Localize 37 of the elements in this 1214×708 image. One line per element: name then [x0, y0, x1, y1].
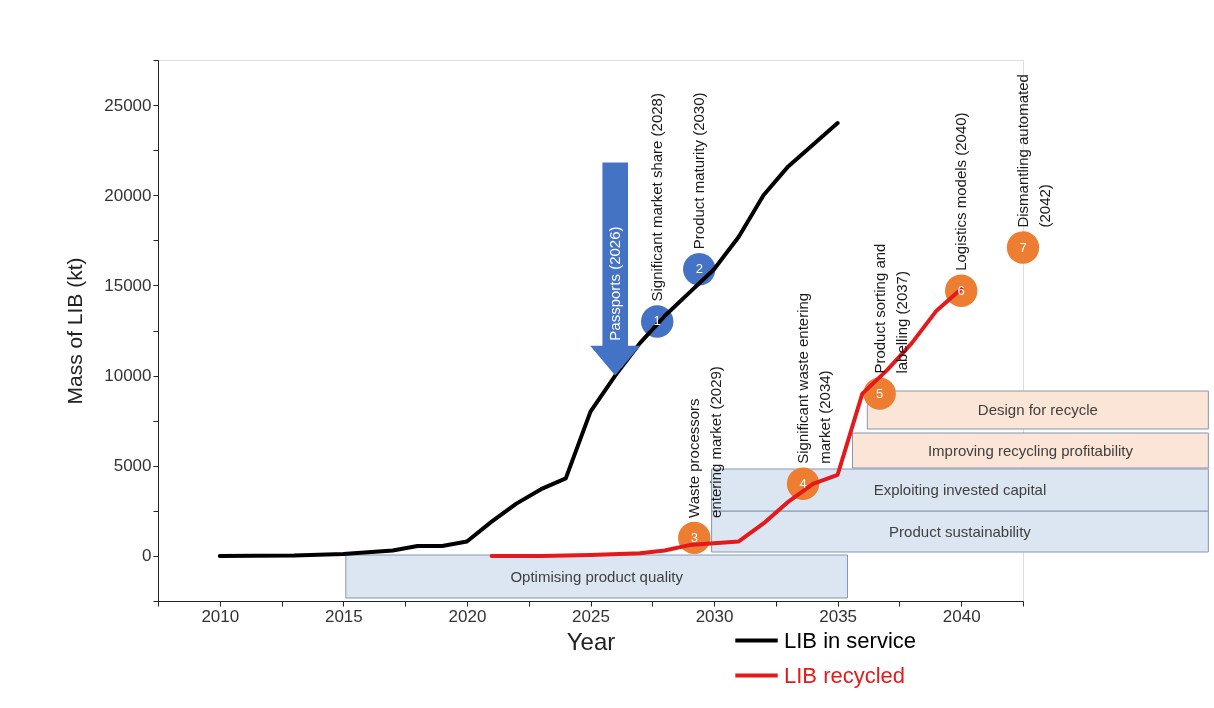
x-axis-title: Year	[566, 627, 616, 655]
y-tick-label: 15000	[104, 275, 152, 295]
annotation: Significant waste entering market (2034)	[794, 292, 834, 464]
legend-label: LIB in service	[784, 627, 917, 653]
band-label: Design for recycle	[977, 401, 1098, 418]
annotation: 3	[690, 529, 698, 545]
band-label: Improving recycling profitability	[927, 441, 1134, 459]
y-tick-label: 5000	[113, 456, 152, 476]
band-label: Product sustainability	[889, 522, 1032, 540]
annotation: Logistics models (2040)	[952, 112, 970, 271]
annotation: 4	[799, 475, 807, 491]
y-tick-label: 10000	[104, 366, 152, 386]
y-axis-title: Mass of LIB (kt)	[63, 257, 87, 405]
x-tick-label: 2035	[819, 606, 858, 626]
annotation: Waste processors entering market (2029)	[685, 366, 725, 518]
annotation: Passports (2026)	[606, 226, 624, 341]
x-tick-label: 2030	[695, 606, 734, 626]
y-tick-label: 20000	[104, 185, 152, 205]
annotation: 6	[957, 282, 965, 298]
band-label: Optimising product quality	[510, 567, 684, 585]
x-tick-label: 2015	[324, 606, 363, 626]
y-tick-label: 0	[142, 546, 152, 566]
y-tick-label: 25000	[104, 95, 152, 115]
x-tick-label: 2040	[942, 606, 981, 626]
legend-label: LIB recycled	[784, 662, 906, 688]
band-label: Exploiting invested capital	[873, 481, 1047, 498]
annotation: Product sorting and labelling (2037)	[870, 243, 910, 374]
annotation: Significant market share (2028)	[648, 93, 666, 302]
annotation: Product maturity (2030)	[690, 92, 708, 250]
annotation: 1	[653, 313, 661, 329]
annotation: 2	[695, 261, 703, 277]
annotation: 5	[876, 385, 884, 401]
annotation: 7	[1019, 239, 1027, 255]
x-tick-label: 2010	[201, 606, 240, 626]
x-tick-label: 2020	[448, 606, 487, 626]
x-tick-label: 2025	[572, 606, 610, 626]
annotation: Dismantling automated (2042)	[1014, 74, 1053, 228]
